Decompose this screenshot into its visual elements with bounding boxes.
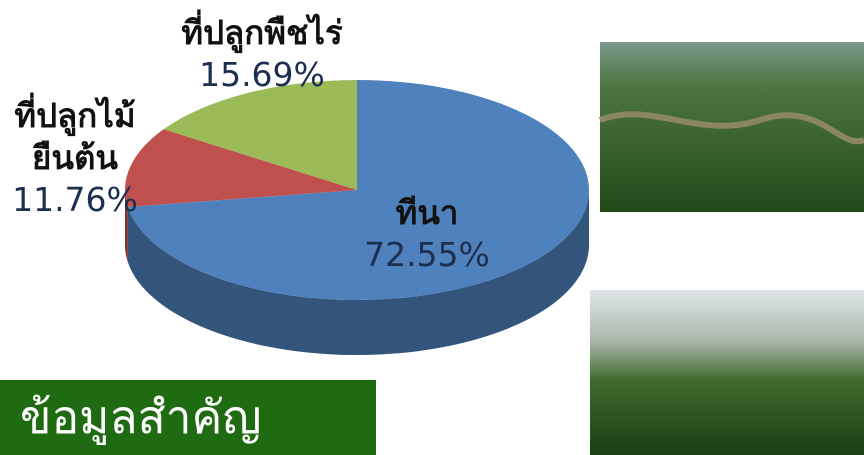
slice-name: ที่ปลูกพืชไร่ xyxy=(181,13,343,52)
pie-slice xyxy=(127,80,590,300)
pie-slice-side xyxy=(125,190,128,262)
slice-value: 15.69% xyxy=(199,55,325,94)
slice-name: ที่ปลูกไม้ ยืนต้น xyxy=(14,96,136,177)
slice-label: ทีนา 72.55% xyxy=(364,192,490,276)
slice-name: ทีนา xyxy=(395,193,459,232)
pie-slice xyxy=(163,80,357,190)
pie-slice-side xyxy=(127,190,590,355)
slice-value: 72.55% xyxy=(364,235,490,274)
side-shade xyxy=(127,190,590,355)
side-shade xyxy=(125,190,128,262)
slice-label: ที่ปลูกพืชไร่ 15.69% xyxy=(181,12,342,96)
slice-label: ที่ปลูกไม้ ยืนต้น 11.76% xyxy=(12,95,138,221)
photo-rainforest xyxy=(590,290,864,455)
slice-value: 11.76% xyxy=(12,180,138,219)
banner: ข้อมูลสำคัญ xyxy=(0,380,376,455)
photo-river xyxy=(598,111,864,145)
pie-slice xyxy=(124,129,357,207)
